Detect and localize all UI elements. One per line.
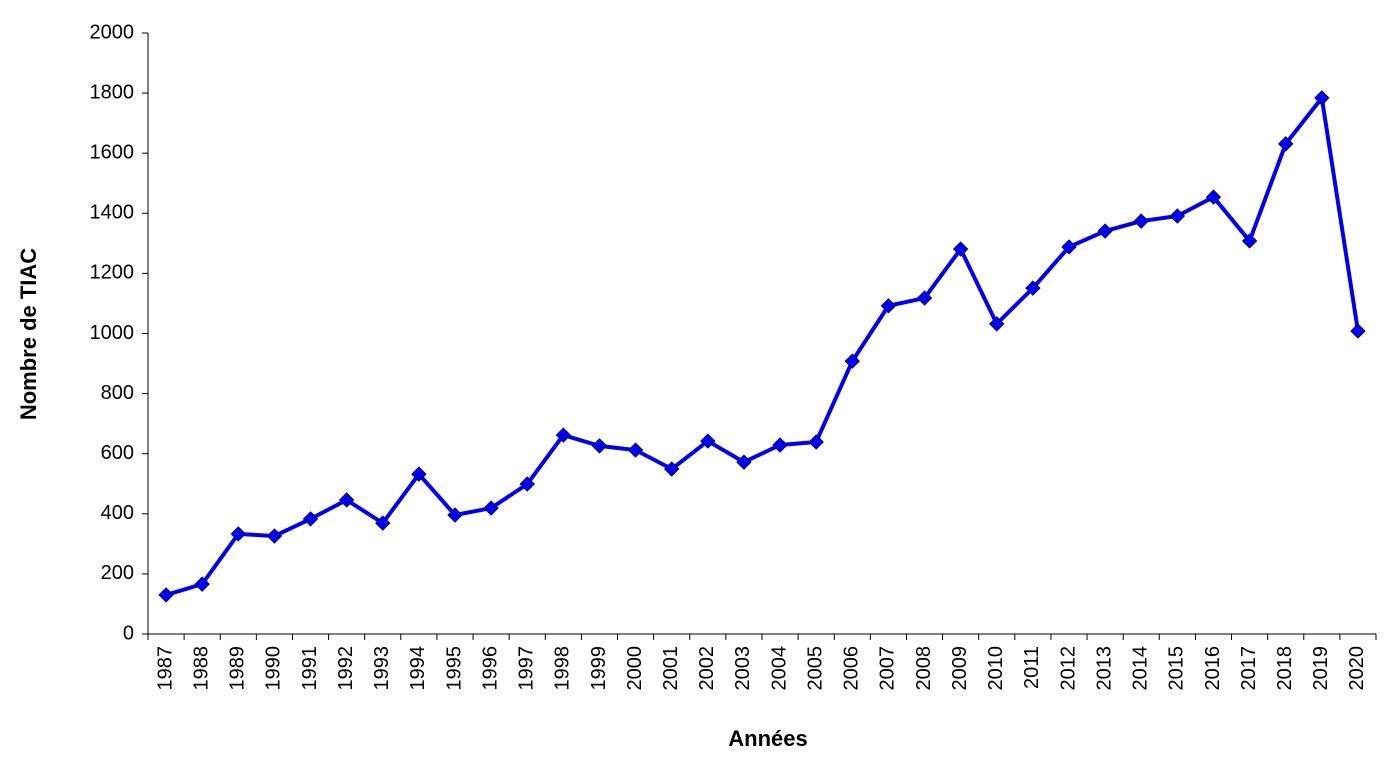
x-tick-label: 2014 [1130, 646, 1152, 691]
marker [880, 298, 897, 314]
x-tick-label: 2000 [624, 646, 646, 691]
x-tick-label: 1989 [227, 646, 249, 691]
marker [808, 434, 824, 450]
x-tick-label: 1995 [443, 646, 465, 691]
marker [519, 476, 535, 492]
y-tick-label: 600 [101, 442, 134, 464]
y-tick-label: 1000 [90, 322, 135, 344]
x-tick-label: 2013 [1093, 646, 1115, 691]
marker [266, 528, 283, 544]
x-tick-label: 1993 [371, 646, 393, 691]
marker [736, 454, 752, 470]
x-tick-label: 1999 [588, 646, 610, 691]
x-tick-label: 1998 [552, 646, 574, 691]
x-tick-label: 2015 [1166, 646, 1188, 691]
marker [1350, 323, 1366, 339]
x-tick-label: 2001 [660, 646, 682, 691]
y-tick-label: 0 [123, 622, 134, 644]
marker [1169, 208, 1186, 224]
marker [194, 576, 210, 592]
marker [1241, 233, 1258, 249]
marker [1061, 239, 1077, 255]
x-tick-label: 2002 [696, 646, 718, 691]
x-tick-label: 2019 [1310, 646, 1332, 691]
marker [989, 316, 1005, 332]
marker [772, 437, 788, 453]
y-tick-label: 1400 [90, 202, 135, 224]
marker [230, 526, 247, 542]
x-tick-label: 2012 [1057, 646, 1079, 691]
x-tick-label: 2009 [949, 646, 971, 691]
marker [952, 241, 969, 257]
x-tick-label: 1992 [335, 646, 357, 691]
marker [700, 433, 716, 449]
y-tick-label: 800 [101, 382, 134, 404]
marker [1205, 189, 1222, 205]
y-tick-label: 1600 [90, 141, 135, 163]
x-tick-label: 2016 [1202, 646, 1224, 691]
x-tick-label: 2017 [1238, 646, 1260, 691]
marker [158, 587, 174, 603]
marker [447, 507, 463, 523]
x-tick-label: 2011 [1021, 646, 1043, 689]
x-tick-label: 2005 [804, 646, 826, 691]
marker [627, 442, 644, 458]
y-tick-label: 2000 [90, 21, 135, 43]
line [165, 95, 1360, 597]
marker [663, 461, 680, 477]
x-tick-label: 1996 [479, 646, 501, 691]
x-tick-label: 2010 [985, 646, 1007, 691]
marker [844, 353, 861, 369]
x-tick-label: 2003 [732, 646, 754, 691]
y-tick-label: 400 [101, 502, 134, 524]
x-axis-label: Années [728, 726, 807, 751]
x-tick-label: 2018 [1274, 646, 1296, 691]
marker [1097, 223, 1113, 239]
x-tick-label: 1990 [263, 646, 285, 691]
marker [1278, 136, 1294, 152]
marker [916, 290, 933, 306]
marker [411, 466, 427, 482]
marker [338, 492, 355, 508]
x-tick-label: 1988 [190, 646, 212, 691]
marker [375, 515, 391, 531]
marker [302, 511, 319, 527]
marker [1314, 90, 1330, 106]
x-tick-label: 1994 [407, 646, 429, 691]
x-tick-label: 2007 [877, 646, 899, 691]
y-tick-label: 1200 [90, 262, 135, 284]
marker [555, 427, 572, 443]
x-tick-label: 2008 [913, 646, 935, 691]
x-tick-label: 1997 [516, 646, 538, 691]
marker [591, 438, 608, 454]
y-tick-label: 200 [101, 562, 134, 584]
marker [1133, 213, 1149, 229]
x-tick-label: 2020 [1346, 646, 1368, 691]
marker [483, 500, 499, 516]
x-tick-label: 1987 [154, 646, 176, 691]
x-tick-label: 2004 [768, 646, 790, 691]
marker [1025, 280, 1041, 296]
y-tick-label: 1800 [90, 81, 135, 103]
y-axis-label: Nombre de TIAC [16, 248, 41, 420]
x-tick-label: 1991 [299, 646, 321, 691]
x-tick-label: 2006 [841, 646, 863, 691]
